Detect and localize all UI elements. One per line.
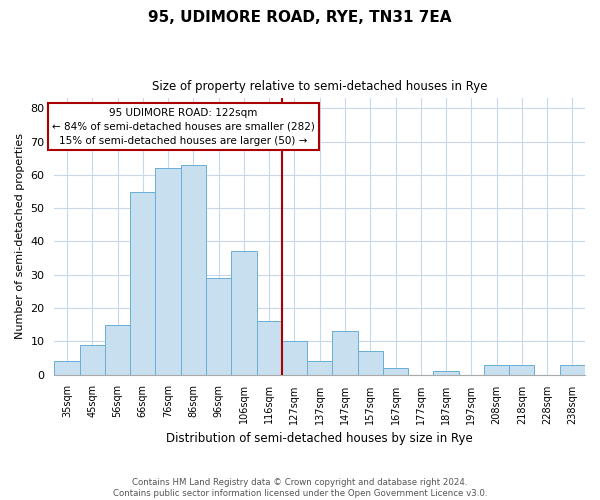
Bar bbox=[560, 364, 585, 374]
Bar bbox=[433, 371, 458, 374]
Bar bbox=[257, 322, 282, 374]
Bar bbox=[358, 352, 383, 374]
Bar bbox=[105, 324, 130, 374]
Bar bbox=[130, 192, 155, 374]
Bar bbox=[181, 165, 206, 374]
Text: 95, UDIMORE ROAD, RYE, TN31 7EA: 95, UDIMORE ROAD, RYE, TN31 7EA bbox=[148, 10, 452, 25]
Text: 95 UDIMORE ROAD: 122sqm
← 84% of semi-detached houses are smaller (282)
15% of s: 95 UDIMORE ROAD: 122sqm ← 84% of semi-de… bbox=[52, 108, 314, 146]
Text: Contains HM Land Registry data © Crown copyright and database right 2024.
Contai: Contains HM Land Registry data © Crown c… bbox=[113, 478, 487, 498]
Bar bbox=[80, 344, 105, 374]
Title: Size of property relative to semi-detached houses in Rye: Size of property relative to semi-detach… bbox=[152, 80, 487, 93]
Bar bbox=[332, 332, 358, 374]
Bar bbox=[307, 362, 332, 374]
Bar bbox=[206, 278, 231, 374]
Bar bbox=[383, 368, 408, 374]
X-axis label: Distribution of semi-detached houses by size in Rye: Distribution of semi-detached houses by … bbox=[166, 432, 473, 445]
Bar bbox=[282, 342, 307, 374]
Y-axis label: Number of semi-detached properties: Number of semi-detached properties bbox=[15, 134, 25, 340]
Bar bbox=[484, 364, 509, 374]
Bar bbox=[231, 252, 257, 374]
Bar bbox=[55, 362, 80, 374]
Bar bbox=[155, 168, 181, 374]
Bar bbox=[509, 364, 535, 374]
